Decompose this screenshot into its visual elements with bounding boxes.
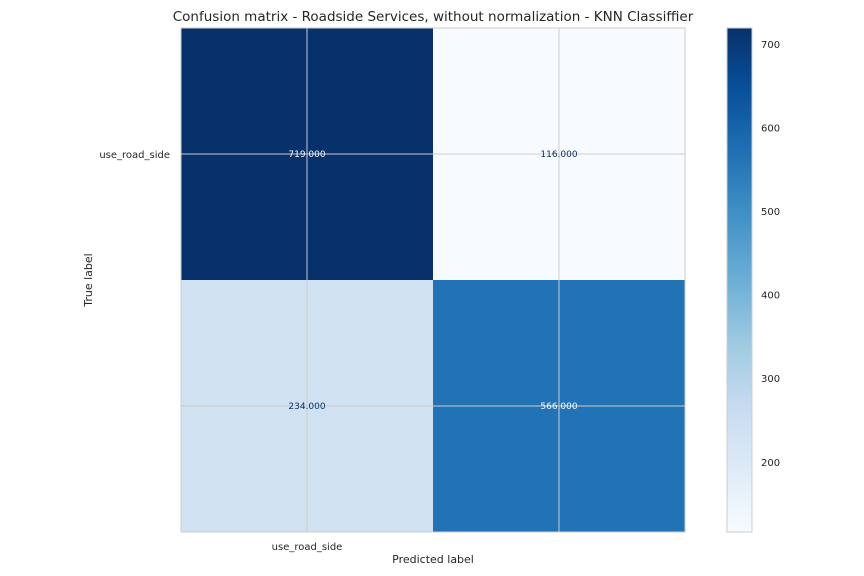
colorbar-ticks: 200 300 400 500 600 700 <box>761 40 780 469</box>
heatmap-cells <box>181 28 685 532</box>
cell-value-labels: 719.000 116.000 234.000 566.000 <box>288 150 577 412</box>
chart-title: Confusion matrix - Roadside Services, wi… <box>173 9 694 25</box>
y-tick-label: use_road_side <box>99 150 170 161</box>
x-axis-label: Predicted label <box>392 553 474 566</box>
colorbar-tick-label: 700 <box>761 40 780 51</box>
colorbar-tick-label: 600 <box>761 123 780 134</box>
cell-value-label: 234.000 <box>288 402 325 412</box>
x-tick-label: use_road_side <box>272 542 343 553</box>
y-tick-labels: use_road_side <box>99 150 170 161</box>
plot-frame <box>180 27 686 533</box>
colorbar-tick-label: 300 <box>761 374 780 385</box>
colorbar-tick-label: 400 <box>761 291 780 302</box>
y-axis-label: True label <box>82 253 95 307</box>
cell-value-label: 719.000 <box>288 150 325 160</box>
x-tick-labels: use_road_side <box>272 542 343 553</box>
grid-lines <box>181 28 685 532</box>
cell-value-label: 116.000 <box>540 150 577 160</box>
colorbar-tick-label: 200 <box>761 458 780 469</box>
cell-value-label: 566.000 <box>540 402 577 412</box>
colorbar <box>726 27 753 533</box>
colorbar-tick-label: 500 <box>761 207 780 218</box>
